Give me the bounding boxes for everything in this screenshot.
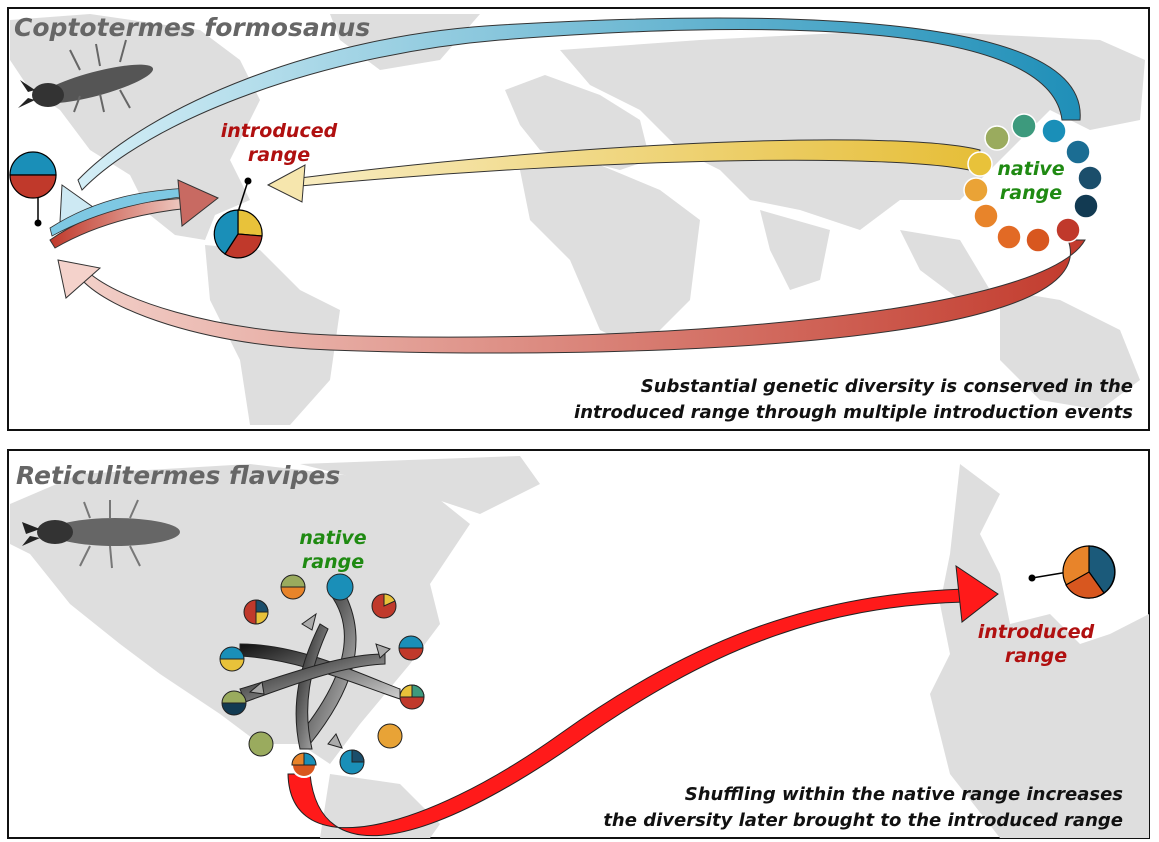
native-pie (291, 752, 317, 778)
native-pie (377, 723, 403, 749)
native-pie (221, 690, 247, 716)
haplotype-circle (1041, 118, 1067, 144)
haplotype-circle (963, 177, 989, 203)
haplotype-circle (1055, 217, 1081, 243)
species-title: Reticulitermes flavipes (16, 461, 340, 490)
haplotype-circle (1077, 165, 1103, 191)
native-pie (371, 593, 397, 619)
world-map (10, 14, 1145, 425)
caption-line: Shuffling within the native range increa… (685, 784, 1124, 805)
native-pie (398, 635, 424, 661)
native-range-label: range (302, 551, 364, 573)
haplotype-circle (1011, 113, 1037, 139)
introduced-range-label: introduced (978, 621, 1095, 643)
introduction-arrow-blue (77, 17, 1081, 191)
panel-reticulitermes: Reticulitermes flavipes native range int… (7, 449, 1150, 839)
native-pie (280, 574, 306, 600)
haplotype-circle (967, 151, 993, 177)
caption-line: Substantial genetic diversity is conserv… (641, 376, 1133, 397)
introduced-range-label: introduced (221, 120, 338, 142)
native-pie (339, 749, 365, 775)
species-title: Coptotermes formosanus (14, 13, 370, 42)
haplotype-circle (1025, 227, 1051, 253)
caption-line: the diversity later brought to the intro… (603, 810, 1123, 831)
native-pie (243, 599, 269, 625)
introduced-range-label: range (248, 144, 310, 166)
native-pies (219, 573, 425, 778)
arrowhead-red (955, 564, 999, 623)
introduced-range-label: range (1005, 645, 1067, 667)
introduced-pie-left (9, 151, 57, 227)
haplotype-circle (984, 125, 1010, 151)
arrowhead-yellow (266, 164, 306, 203)
arrowhead-secondary (177, 179, 219, 227)
native-pie (399, 684, 425, 710)
caption-line: introduced range through multiple introd… (574, 402, 1133, 423)
haplotype-circle (996, 224, 1022, 250)
haplotype-circle (1073, 193, 1099, 219)
native-range-label: range (1000, 182, 1062, 204)
introduced-pie-right (213, 177, 263, 259)
haplotype-circle (973, 203, 999, 229)
introduced-pie (1028, 545, 1116, 599)
shuffle-arrows (239, 593, 401, 750)
haplotype-circle (1065, 139, 1091, 165)
native-range-label: native (997, 158, 1064, 180)
native-pie (326, 573, 354, 601)
native-pie (248, 731, 274, 757)
arrowhead-red (57, 259, 102, 299)
termite-coptotermes-icon (18, 39, 154, 113)
panel-coptotermes: Coptotermes formosanus introduced range … (7, 7, 1150, 431)
native-haplotype-circles (963, 113, 1103, 253)
native-pie (219, 646, 245, 672)
termite-reticulitermes-icon (22, 499, 180, 569)
native-range-label: native (299, 527, 366, 549)
